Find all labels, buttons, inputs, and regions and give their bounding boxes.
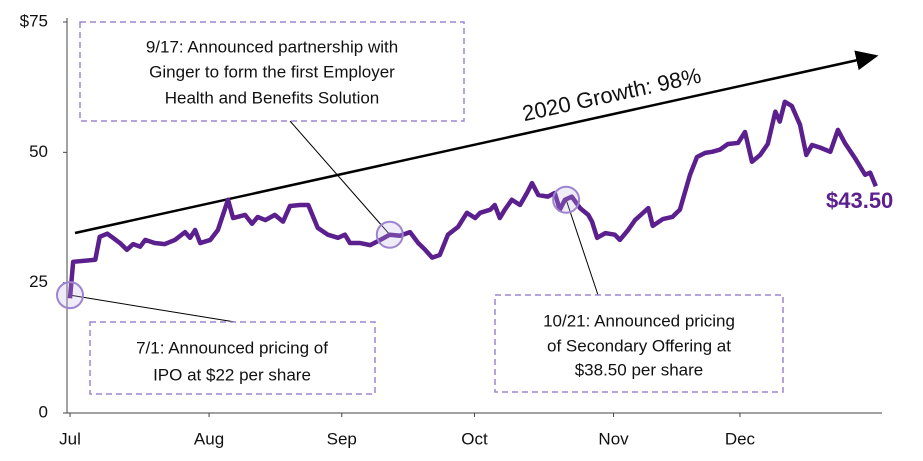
y-tick-label: 50	[29, 142, 48, 161]
x-tick-label: Sep	[327, 429, 357, 448]
y-tick-label: 0	[39, 402, 48, 421]
y-tick-label: 25	[29, 272, 48, 291]
x-tick-label: Nov	[598, 429, 629, 448]
last-value-label: $43.50	[826, 188, 893, 213]
annotation-text: 7/1: Announced pricing of	[136, 338, 328, 357]
event-marker	[552, 185, 581, 214]
annotation-box	[494, 294, 784, 393]
leader-line	[565, 199, 599, 296]
event-marker	[375, 220, 404, 249]
leader-line	[289, 120, 391, 236]
annotation-text: Ginger to form the first Employer	[149, 62, 395, 81]
growth-arrow	[74, 50, 879, 235]
annotation-text: Health and Benefits Solution	[165, 88, 380, 107]
annotation-text: IPO at $22 per share	[153, 365, 311, 384]
x-tick-label: Jul	[59, 429, 81, 448]
y-tick-label: $75	[20, 11, 48, 30]
annotation-text: $38.50 per share	[575, 360, 704, 379]
annotation-text: 9/17: Announced partnership with	[146, 37, 398, 56]
leader-line	[69, 294, 236, 323]
x-tick-label: Oct	[461, 429, 488, 448]
annotation-box	[89, 321, 376, 395]
event-marker	[56, 281, 84, 310]
price-line	[67, 99, 878, 299]
x-tick-label: Dec	[725, 429, 756, 448]
annotation-text: 10/21: Announced pricing	[543, 311, 735, 330]
annotation-text: of Secondary Offering at	[547, 336, 731, 355]
x-tick-label: Aug	[194, 429, 224, 448]
growth-label: 2020 Growth: 98%	[520, 63, 703, 127]
annotation-box	[79, 21, 465, 122]
